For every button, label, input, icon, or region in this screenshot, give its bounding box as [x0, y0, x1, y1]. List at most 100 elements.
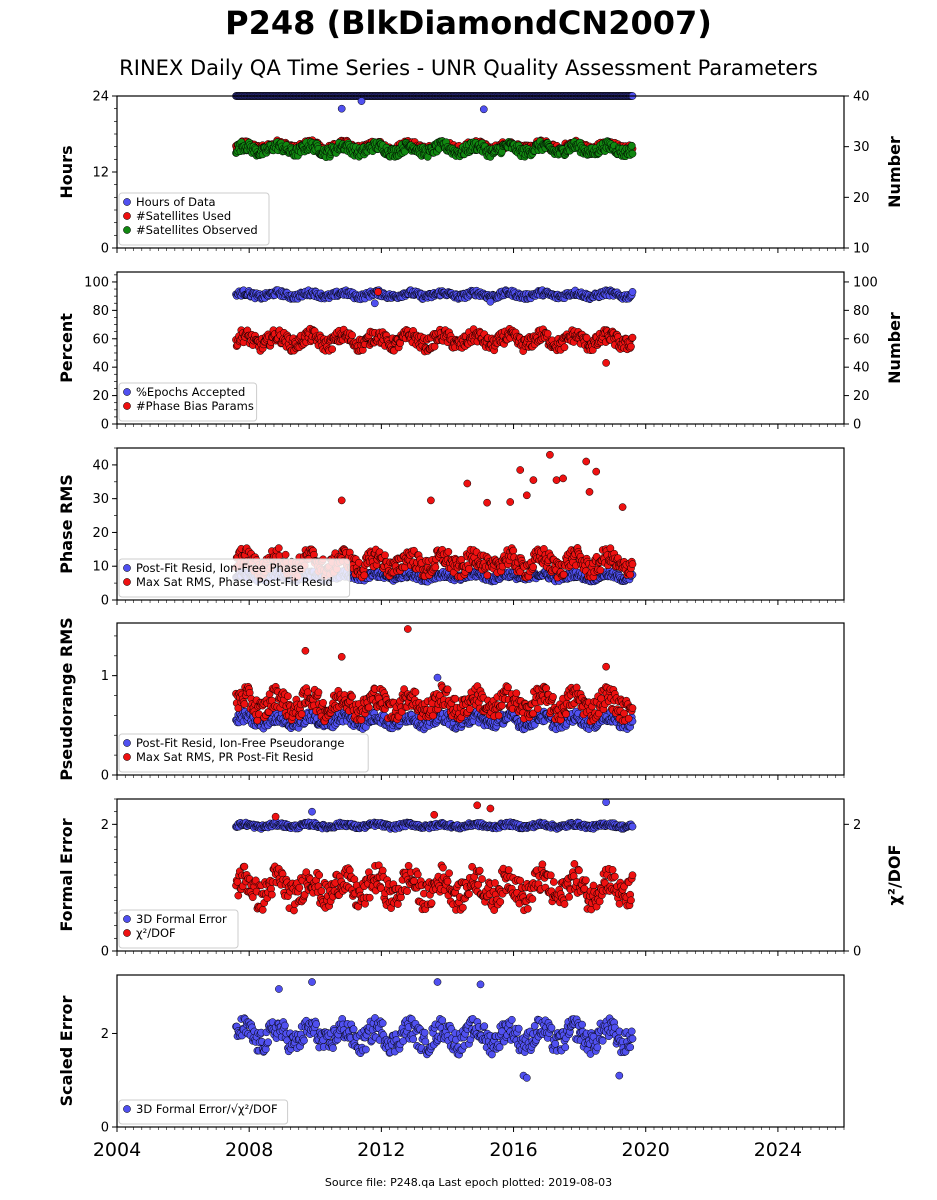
y-axis-label: Hours [57, 145, 76, 198]
y-tick-label: 24 [92, 90, 109, 105]
legend-marker [123, 578, 131, 586]
outlier-point [546, 450, 554, 459]
data-point [483, 571, 492, 580]
data-point [328, 345, 337, 354]
legend: %Epochs Accepted#Phase Bias Params [118, 382, 258, 422]
data-point [628, 560, 637, 569]
data-point [512, 689, 521, 698]
data-point [411, 688, 420, 696]
y-tick-label: 80 [92, 304, 109, 319]
data-point [348, 692, 356, 701]
data-point [628, 149, 637, 158]
data-point [253, 716, 262, 725]
legend-marker [123, 212, 131, 220]
chart-subtitle: RINEX Daily QA Time Series - UNR Quality… [119, 56, 818, 80]
outlier-point [559, 474, 567, 483]
legend-label: Max Sat RMS, Phase Post-Fit Resid [136, 575, 333, 589]
data-point [281, 550, 290, 559]
outlier-point [337, 104, 346, 113]
data-point [504, 683, 512, 692]
y2-tick-label: 30 [853, 140, 870, 155]
y-tick-label: 10 [92, 560, 109, 575]
data-point [628, 288, 637, 296]
y2-tick-label: 20 [853, 389, 870, 404]
y2-tick-label: 10 [853, 242, 870, 257]
data-point [465, 705, 474, 713]
outlier-point [463, 479, 472, 488]
data-point [498, 701, 506, 710]
data-point [365, 703, 373, 712]
y2-axis-label: Number [885, 136, 904, 208]
data-point [443, 685, 452, 694]
data-point [509, 546, 518, 555]
legend-marker [123, 402, 131, 410]
data-point [240, 700, 249, 708]
legend-label: #Phase Bias Params [136, 399, 254, 413]
outlier-point [592, 467, 601, 476]
data-point [465, 565, 473, 573]
data-point [628, 333, 637, 342]
legend-label: Hours of Data [136, 195, 216, 209]
outlier-point [357, 97, 366, 105]
data-point [431, 563, 440, 572]
y-tick-label: 30 [92, 492, 109, 507]
y-tick-label: 20 [92, 389, 109, 404]
outlier-point [602, 359, 610, 367]
y-tick-label: 60 [92, 332, 109, 347]
y2-tick-label: 100 [853, 275, 878, 290]
data-point [559, 570, 568, 579]
y-tick-label: 0 [101, 594, 109, 609]
data-point [543, 329, 552, 338]
legend-marker [123, 198, 131, 206]
data-point [560, 343, 569, 352]
y2-tick-label: 40 [853, 361, 870, 376]
outlier-point [433, 673, 442, 682]
y-tick-label: 0 [101, 242, 109, 257]
outlier-point [582, 457, 591, 466]
y2-tick-label: 80 [853, 304, 870, 319]
outlier-point [483, 498, 491, 507]
legend-label: Post-Fit Resid, Ion-Free Phase [136, 561, 304, 575]
legend-label: %Epochs Accepted [136, 385, 245, 399]
data-point [357, 716, 366, 724]
outlier-point [552, 476, 561, 484]
outlier-point [522, 491, 531, 500]
legend-marker [123, 388, 131, 396]
outlier-point [585, 488, 594, 496]
outlier-point [337, 496, 346, 505]
data-point [319, 698, 327, 707]
y2-tick-label: 60 [853, 332, 870, 347]
outlier-point [479, 105, 488, 114]
legend-label: #Satellites Used [136, 209, 231, 223]
data-point [533, 704, 542, 713]
data-point [627, 342, 635, 351]
y-tick-label: 40 [92, 458, 109, 473]
series-hours-2 [232, 137, 637, 162]
outlier-point [427, 496, 435, 505]
y2-axis-label: Number [885, 312, 904, 384]
outlier-point [506, 498, 515, 506]
data-point [494, 711, 503, 720]
data-point [596, 566, 605, 575]
y-tick-label: 12 [92, 166, 109, 181]
outlier-point [370, 299, 379, 308]
data-point [451, 694, 460, 703]
y-tick-label: 20 [92, 526, 109, 541]
data-point [348, 331, 356, 339]
data-point [284, 692, 292, 701]
data-point [314, 688, 323, 697]
outlier-point [529, 476, 538, 484]
data-point [529, 563, 538, 571]
y-axis-label: Percent [57, 313, 76, 383]
outlier-point [374, 288, 382, 296]
data-point [274, 544, 283, 552]
outlier-point [618, 503, 627, 511]
legend-marker [123, 226, 131, 234]
series-percent-0 [232, 286, 637, 308]
y-tick-label: 100 [84, 275, 109, 290]
data-point [444, 547, 453, 556]
legend-label: #Satellites Observed [136, 223, 258, 237]
